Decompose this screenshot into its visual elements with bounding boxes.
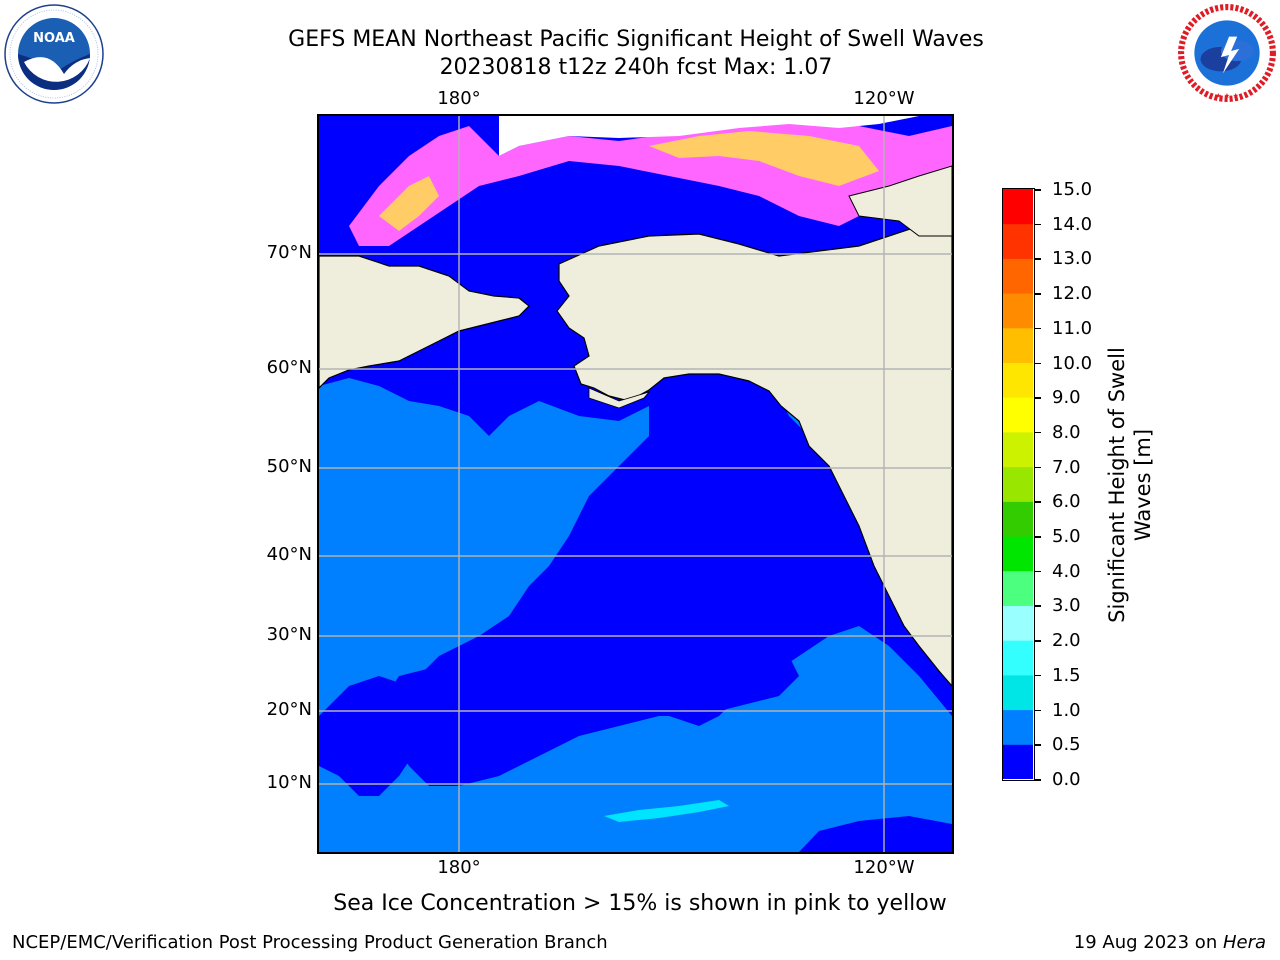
colorbar-tick-mark [1035,501,1041,503]
colorbar-swatch [1003,570,1033,606]
colorbar-tick-mark [1035,779,1041,781]
colorbar-tick-label: 13.0 [1052,248,1093,270]
colorbar-swatch [1003,640,1033,676]
map-title: GEFS MEAN Northeast Pacific Significant … [288,27,984,52]
map-panel [317,114,954,854]
colorbar-swatch [1003,397,1033,433]
colorbar-swatch [1003,223,1033,259]
colorbar-tick-label: 8.0 [1052,421,1081,443]
colorbar-tick-mark [1035,744,1041,746]
colorbar-tick-label: 6.0 [1052,491,1081,513]
colorbar-tick-label: 9.0 [1052,387,1081,409]
sea-ice-high [649,131,879,186]
colorbar-tick-mark [1035,674,1041,677]
lat-label-60n: 60°N [266,357,312,378]
colorbar-tick-mark [1035,258,1041,260]
colorbar-tick-label: 3.0 [1052,595,1081,617]
map-gridlines [319,116,952,852]
colorbar-tick-mark [1035,189,1041,191]
colorbar-tick-label: 15.0 [1052,179,1093,200]
arctic-blank [499,116,919,156]
colorbar-tick-mark [1035,362,1041,365]
colorbar-tick-mark [1035,466,1041,469]
lon-label-top-120w: 120°W [853,88,915,109]
colorbar-tick-label: 10.0 [1052,352,1093,374]
lat-label-10n: 10°N [266,772,312,793]
lon-label-top-180: 180° [437,88,481,109]
colorbar-swatches [1003,189,1033,780]
colorbar-tick-mark [1035,640,1041,642]
colorbar-tick-mark [1035,223,1041,226]
colorbar-label: Significant Height of Swell Waves [m] [1105,347,1155,623]
colorbar-tick-mark [1035,431,1041,434]
lon-label-bottom-180: 180° [437,857,481,878]
colorbar-swatch [1003,709,1033,745]
footer-credit: NCEP/EMC/Verification Post Processing Pr… [12,932,608,953]
colorbar-swatch [1003,293,1033,329]
footer-date: 19 Aug 2023 on Hera [1074,932,1266,954]
ocean-low-southeast [799,816,952,852]
colorbar-swatch [1003,466,1033,502]
colorbar-tick-label: 0.0 [1052,769,1081,790]
footer-date-text: 19 Aug 2023 on [1073,932,1223,953]
colorbar-tick-mark [1035,709,1041,712]
lat-label-30n: 30°N [266,624,312,645]
land-north-america [556,215,952,687]
colorbar-swatch [1003,431,1033,468]
colorbar-tick-mark [1035,536,1041,538]
noaa-logo-icon: NOAA [4,4,104,104]
colorbar-tick-label: 0.5 [1052,734,1081,756]
land-aleutians [588,387,651,409]
colorbar-tick-mark [1035,570,1041,573]
lat-label-40n: 40°N [266,544,312,565]
colorbar-swatch [1003,674,1033,711]
colorbar-swatch [1003,744,1033,780]
colorbar [1002,188,1035,781]
colorbar-tick-label: 1.5 [1052,664,1081,686]
ocean-low-central [379,576,799,786]
colorbar-swatch [1003,258,1033,294]
colorbar-tick-mark [1035,327,1041,330]
lat-label-20n: 20°N [266,699,312,720]
ocean-cyan-patch [604,800,729,822]
colorbar-tick-mark [1035,605,1041,607]
svg-text:NOAA: NOAA [33,31,75,46]
colorbar-tick-label: 4.0 [1052,560,1081,582]
colorbar-swatch [1003,362,1033,398]
lat-label-70n: 70°N [266,242,312,263]
colorbar-tick-label: 12.0 [1052,283,1093,305]
land-arctic-islands [848,165,952,237]
ocean-low-southwest [319,676,429,796]
colorbar-tick-label: 7.0 [1052,456,1081,478]
nws-logo-icon: ★ ★ ★ [1177,3,1277,103]
lon-label-bottom-120w: 120°W [853,857,915,878]
colorbar-tick-label: 5.0 [1052,526,1081,548]
svg-text:★ ★ ★: ★ ★ ★ [1215,91,1239,100]
lat-label-50n: 50°N [266,456,312,477]
colorbar-swatch [1003,501,1033,537]
footer-host: Hera [1222,932,1266,953]
colorbar-swatch [1003,327,1033,364]
colorbar-swatch [1003,536,1033,572]
colorbar-tick-label: 2.0 [1052,630,1081,652]
colorbar-tick-mark [1035,293,1041,295]
map-subtitle: 20230818 t12z 240h fcst Max: 1.07 [439,55,833,80]
swell-height-map [319,116,952,852]
colorbar-swatch [1003,189,1033,225]
colorbar-tick-mark [1035,397,1041,399]
colorbar-tick-label: 1.0 [1052,699,1081,721]
sea-ice-note: Sea Ice Concentration > 15% is shown in … [333,891,947,916]
sea-ice-high-2 [379,176,439,231]
colorbar-tick-label: 14.0 [1052,213,1093,235]
colorbar-swatch [1003,605,1033,641]
colorbar-tick-label: 11.0 [1052,317,1093,339]
